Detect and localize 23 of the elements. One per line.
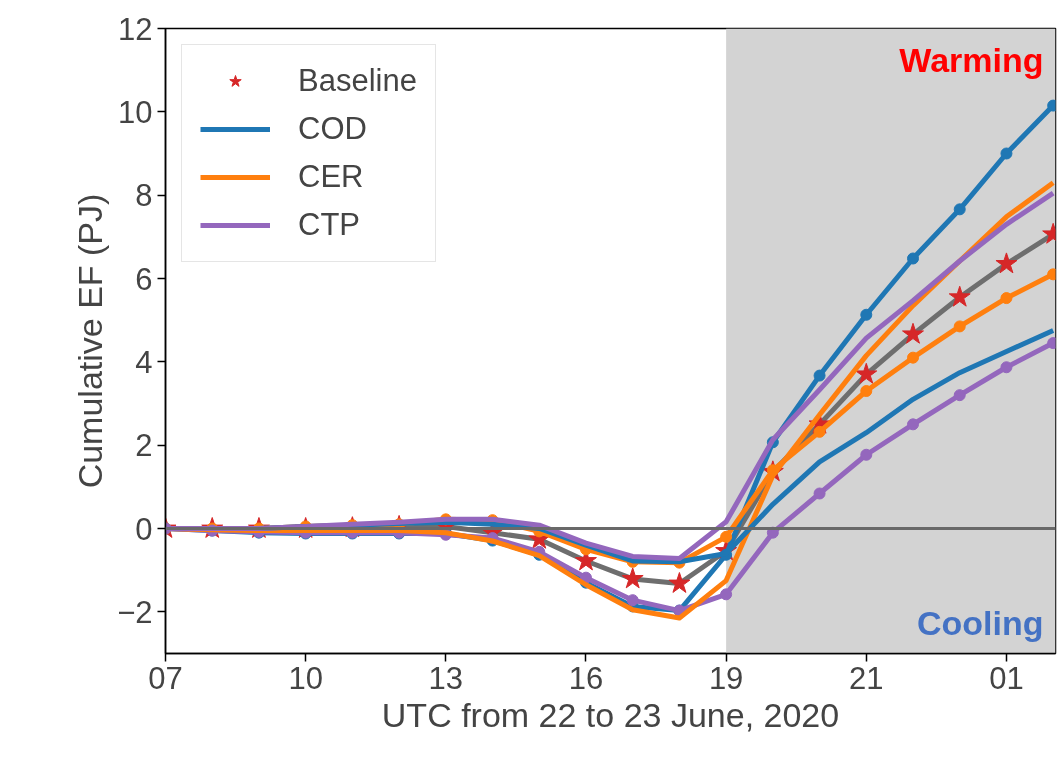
y-tick-label: −2 (117, 594, 153, 630)
x-tick-label: 01 (989, 660, 1024, 696)
legend-label: COD (298, 111, 367, 147)
annotation: Warming (899, 40, 1044, 79)
x-tick-label: 07 (148, 660, 183, 696)
y-tick-label: 8 (135, 178, 153, 214)
x-tick-label: 16 (568, 660, 604, 696)
annotation: Cooling (916, 603, 1044, 642)
legend-label: CER (298, 159, 364, 195)
y-tick-label: 12 (118, 11, 153, 47)
y-axis-title: Cumulative EF (PJ) (71, 193, 110, 489)
x-tick-label: 10 (288, 660, 323, 696)
y-tick-label: 0 (135, 511, 153, 547)
y-tick-label: 10 (118, 94, 153, 130)
legend-label: Baseline (298, 63, 417, 99)
legend-label: CTP (298, 207, 360, 243)
y-tick-label: 2 (135, 428, 153, 464)
y-tick-label: 4 (135, 344, 153, 380)
y-tick-label: 6 (135, 261, 153, 297)
x-tick-label: 19 (708, 660, 744, 696)
x-tick-label: 21 (849, 660, 884, 696)
x-axis-title: UTC from 22 to 23 June, 2020 (381, 695, 840, 734)
x-tick-label: 13 (428, 660, 464, 696)
